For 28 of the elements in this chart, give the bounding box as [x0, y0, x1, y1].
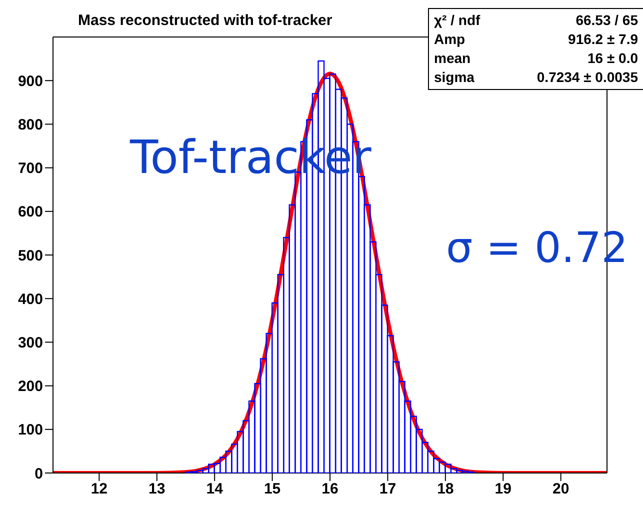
annotation: 16 ± 0.0 — [588, 50, 638, 66]
annotation: mean — [434, 50, 471, 66]
y-tick-label: 500 — [18, 247, 43, 264]
x-tick-label: 18 — [437, 480, 454, 498]
x-tick-label: 14 — [206, 480, 224, 498]
y-tick-label: 800 — [18, 116, 43, 134]
x-tick-label: 16 — [322, 480, 338, 498]
y-tick-label: 600 — [18, 204, 43, 221]
y-tick-label: 0 — [34, 465, 43, 482]
annotation: Amp — [434, 31, 466, 47]
x-tick-label: 13 — [148, 480, 166, 498]
annotation: sigma — [434, 69, 474, 85]
y-tick-label: 900 — [18, 72, 43, 90]
y-tick-label: 300 — [18, 334, 43, 352]
text: 66.53 / 65 — [576, 12, 638, 28]
y-tick-label: 400 — [18, 290, 43, 308]
y-tick-label: 200 — [18, 378, 43, 396]
annotation: 0.7234 ± 0.0035 — [536, 69, 638, 85]
x-tick-label: 12 — [90, 480, 108, 498]
y-tick-label: 100 — [18, 422, 43, 439]
chart-title: Mass reconstructed with tof-tracker — [78, 12, 332, 29]
annotation: 916.2 ± 7.9 — [568, 31, 638, 47]
x-tick-label: 19 — [494, 480, 512, 498]
text: χ² / ndf — [434, 12, 480, 28]
x-tick-label: 15 — [264, 480, 281, 498]
y-tick-label: 700 — [18, 160, 43, 178]
x-tick-label: 20 — [552, 480, 570, 498]
x-tick-label: 17 — [379, 480, 396, 498]
